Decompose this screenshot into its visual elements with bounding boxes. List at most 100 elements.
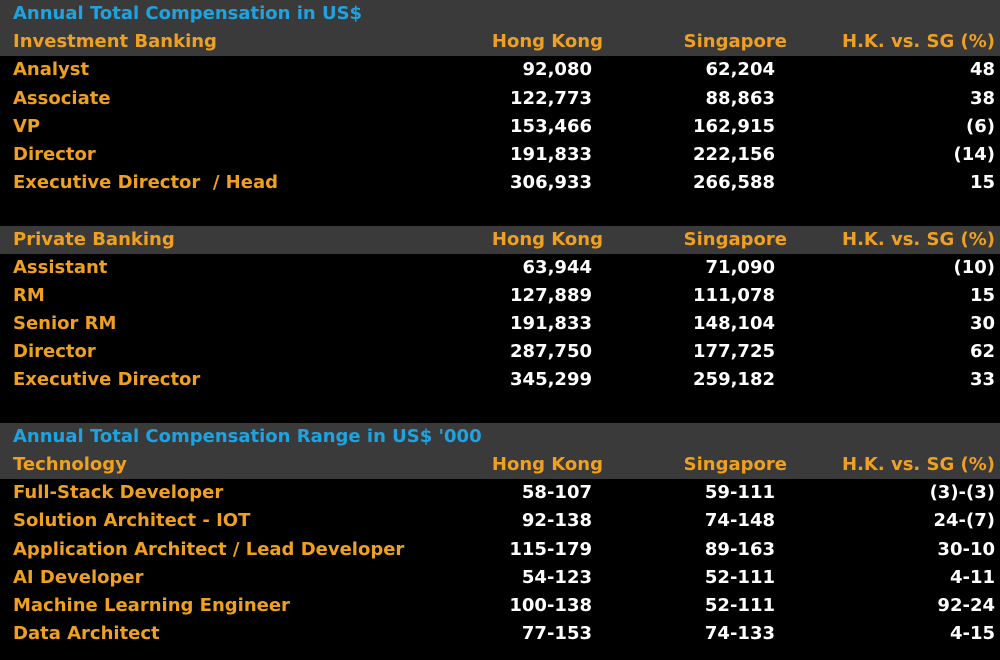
- table-row: Machine Learning Engineer 100-138 52-111…: [0, 592, 1000, 620]
- sg-value: 62,204: [705, 59, 775, 81]
- sg-value: 177,725: [693, 341, 775, 363]
- column-header-hong-kong: Hong Kong: [491, 454, 603, 475]
- table-row: Full-Stack Developer 58-107 59-111 (3)-(…: [0, 479, 1000, 507]
- row-label: Director: [13, 143, 96, 165]
- table-row: RM 127,889 111,078 15: [0, 282, 1000, 310]
- diff-value: 4-15: [949, 623, 995, 645]
- hk-value: 115-179: [509, 538, 592, 560]
- table-title: Annual Total Compensation in US$: [0, 0, 1000, 29]
- diff-value: (10): [953, 256, 995, 278]
- table-row: VP 153,466 162,915 (6): [0, 113, 1000, 141]
- table-row: Director 287,750 177,725 62: [0, 338, 1000, 366]
- column-header-hong-kong: Hong Kong: [491, 228, 603, 250]
- table-row: AI Developer 54-123 52-111 4-11: [0, 564, 1000, 592]
- sg-value: 111,078: [693, 284, 775, 306]
- table-row: Application Architect / Lead Developer 1…: [0, 536, 1000, 564]
- sg-value: 71,090: [705, 256, 775, 278]
- row-label: RM: [13, 284, 45, 306]
- sg-value: 74-133: [704, 623, 775, 645]
- sg-value: 266,588: [693, 172, 775, 194]
- hk-value: 100-138: [509, 594, 592, 616]
- section-header-private-banking: Private Banking Hong Kong Singapore H.K.…: [0, 225, 1000, 254]
- table-row: Associate 122,773 88,863 38: [0, 85, 1000, 113]
- hk-value: 77-153: [521, 623, 592, 645]
- table-title: Annual Total Compensation Range in US$ '…: [0, 422, 1000, 451]
- hk-value: 306,933: [510, 172, 592, 194]
- sg-value: 52-111: [704, 566, 775, 588]
- diff-value: 4-11: [949, 566, 995, 588]
- row-label: Analyst: [13, 59, 90, 81]
- diff-value: 33: [969, 369, 995, 391]
- diff-value: 15: [969, 172, 995, 194]
- column-header-diff: H.K. vs. SG (%): [842, 228, 995, 250]
- hk-value: 54-123: [521, 566, 592, 588]
- row-label: Machine Learning Engineer: [13, 594, 290, 616]
- table-row: Executive Director 345,299 259,182 33: [0, 366, 1000, 394]
- sg-value: 59-111: [704, 482, 775, 504]
- column-header-diff: H.K. vs. SG (%): [842, 31, 995, 53]
- diff-value: (14): [953, 143, 995, 165]
- hk-value: 122,773: [510, 87, 592, 109]
- hk-value: 127,889: [510, 284, 592, 306]
- diff-value: 38: [969, 87, 995, 109]
- column-header-singapore: Singapore: [683, 454, 787, 475]
- row-label: Assistant: [13, 256, 108, 278]
- title-text: Annual Total Compensation in US$: [13, 3, 363, 24]
- section-spacer: [0, 395, 1000, 423]
- diff-value: (3)-(3): [929, 482, 995, 504]
- diff-value: 48: [969, 59, 995, 81]
- sg-value: 89-163: [704, 538, 775, 560]
- hk-value: 92,080: [522, 59, 592, 81]
- hk-value: 345,299: [510, 369, 592, 391]
- table-row: Executive Director / Head 306,933 266,58…: [0, 169, 1000, 197]
- row-label: Executive Director: [13, 369, 201, 391]
- row-label: AI Developer: [13, 566, 144, 588]
- row-label: Associate: [13, 87, 111, 109]
- section-spacer: [0, 197, 1000, 225]
- diff-value: 30-10: [937, 538, 995, 560]
- table-row: Assistant 63,944 71,090 (10): [0, 254, 1000, 282]
- section-label: Investment Banking: [13, 31, 217, 53]
- diff-value: 62: [969, 341, 995, 363]
- row-label: Data Architect: [13, 623, 160, 645]
- hk-value: 153,466: [510, 115, 592, 137]
- sg-value: 162,915: [693, 115, 775, 137]
- diff-value: 15: [969, 284, 995, 306]
- hk-value: 191,833: [510, 313, 592, 335]
- sg-value: 148,104: [693, 313, 775, 335]
- column-header-hong-kong: Hong Kong: [491, 31, 603, 53]
- diff-value: 30: [969, 313, 995, 335]
- section-header-technology: Technology Hong Kong Singapore H.K. vs. …: [0, 451, 1000, 480]
- row-label: Director: [13, 341, 96, 363]
- sg-value: 222,156: [693, 143, 775, 165]
- sg-value: 259,182: [693, 369, 775, 391]
- table-row: Senior RM 191,833 148,104 30: [0, 310, 1000, 338]
- diff-value: 24-(7): [933, 510, 996, 532]
- hk-value: 63,944: [522, 256, 592, 278]
- hk-value: 92-138: [521, 510, 592, 532]
- table-row: Analyst 92,080 62,204 48: [0, 56, 1000, 84]
- hk-value: 58-107: [521, 482, 592, 504]
- section-label: Private Banking: [13, 228, 175, 250]
- column-header-diff: H.K. vs. SG (%): [842, 454, 995, 475]
- column-header-singapore: Singapore: [683, 31, 787, 53]
- hk-value: 191,833: [510, 143, 592, 165]
- row-label: Full-Stack Developer: [13, 482, 224, 504]
- row-label: Senior RM: [13, 313, 117, 335]
- section-header-investment-banking: Investment Banking Hong Kong Singapore H…: [0, 28, 1000, 57]
- section-label: Technology: [13, 454, 127, 475]
- sg-value: 52-111: [704, 594, 775, 616]
- sg-value: 74-148: [704, 510, 775, 532]
- title-text: Annual Total Compensation Range in US$ '…: [13, 425, 482, 447]
- table-row: Data Architect 77-153 74-133 4-15: [0, 620, 1000, 648]
- row-label: VP: [13, 115, 41, 137]
- sg-value: 88,863: [705, 87, 775, 109]
- table-row: Solution Architect - IOT 92-138 74-148 2…: [0, 507, 1000, 535]
- row-label: Application Architect / Lead Developer: [13, 538, 405, 560]
- hk-value: 287,750: [510, 341, 592, 363]
- column-header-singapore: Singapore: [683, 228, 787, 250]
- row-label: Solution Architect - IOT: [13, 510, 251, 532]
- table-row: Director 191,833 222,156 (14): [0, 141, 1000, 169]
- diff-value: (6): [966, 115, 995, 137]
